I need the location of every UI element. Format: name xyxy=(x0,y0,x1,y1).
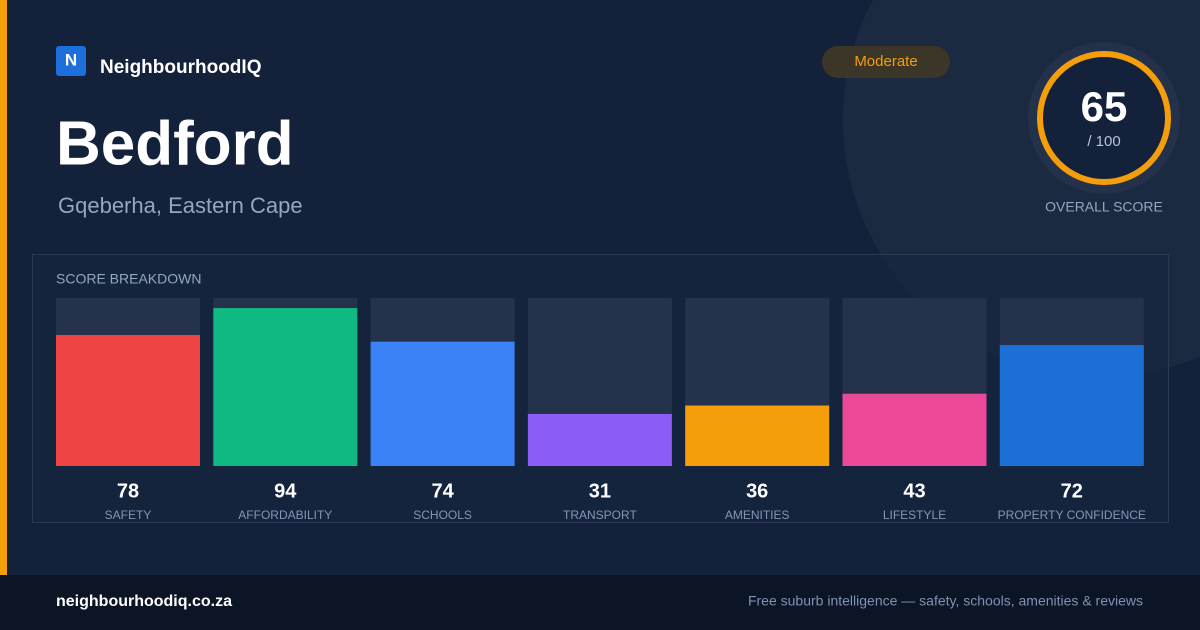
bar xyxy=(999,345,1144,466)
score-value: 65 xyxy=(1081,83,1128,130)
bar xyxy=(842,393,987,466)
value-label: 74 xyxy=(431,480,454,502)
value-label: 31 xyxy=(589,480,611,502)
bar xyxy=(685,405,830,466)
category-label: AFFORDABILITY xyxy=(238,508,332,522)
category-label: AMENITIES xyxy=(725,508,790,522)
footer xyxy=(0,575,1200,630)
bar xyxy=(527,413,672,466)
category-label: SAFETY xyxy=(105,508,152,522)
score-caption: OVERALL SCORE xyxy=(1045,199,1163,215)
category-label: SCHOOLS xyxy=(413,508,472,522)
bars: 78 SAFETY 94 AFFORDABILITY 74 SCHOOLS 31 TRANSP… xyxy=(56,298,1146,522)
bar xyxy=(56,334,200,466)
footer-tagline: Free suburb intelligence — safety, schoo… xyxy=(748,593,1143,609)
title: Bedford xyxy=(56,109,294,178)
category-label: LIFESTYLE xyxy=(883,508,946,522)
footer-url: neighbourhoodiq.co.za xyxy=(56,593,232,610)
value-label: 94 xyxy=(274,480,297,502)
accent-stripe xyxy=(0,0,7,575)
bar xyxy=(370,341,515,466)
category-label: PROPERTY CONFIDENCE xyxy=(998,508,1146,522)
value-label: 78 xyxy=(117,480,139,502)
value-label: 72 xyxy=(1061,480,1083,502)
score-ring xyxy=(1037,51,1171,185)
logo xyxy=(56,46,86,76)
badge-text: Moderate xyxy=(854,53,917,70)
logo-letter: N xyxy=(65,50,77,69)
badge xyxy=(822,46,950,78)
value-label: 43 xyxy=(903,480,925,502)
subtitle: Gqeberha, Eastern Cape xyxy=(58,193,303,218)
bar xyxy=(213,308,358,466)
category-label: TRANSPORT xyxy=(563,508,637,522)
value-label: 36 xyxy=(746,480,768,502)
brand: NeighbourhoodIQ xyxy=(100,57,261,78)
score-max: / 100 xyxy=(1087,133,1120,150)
chart-title: SCORE BREAKDOWN xyxy=(56,271,201,287)
